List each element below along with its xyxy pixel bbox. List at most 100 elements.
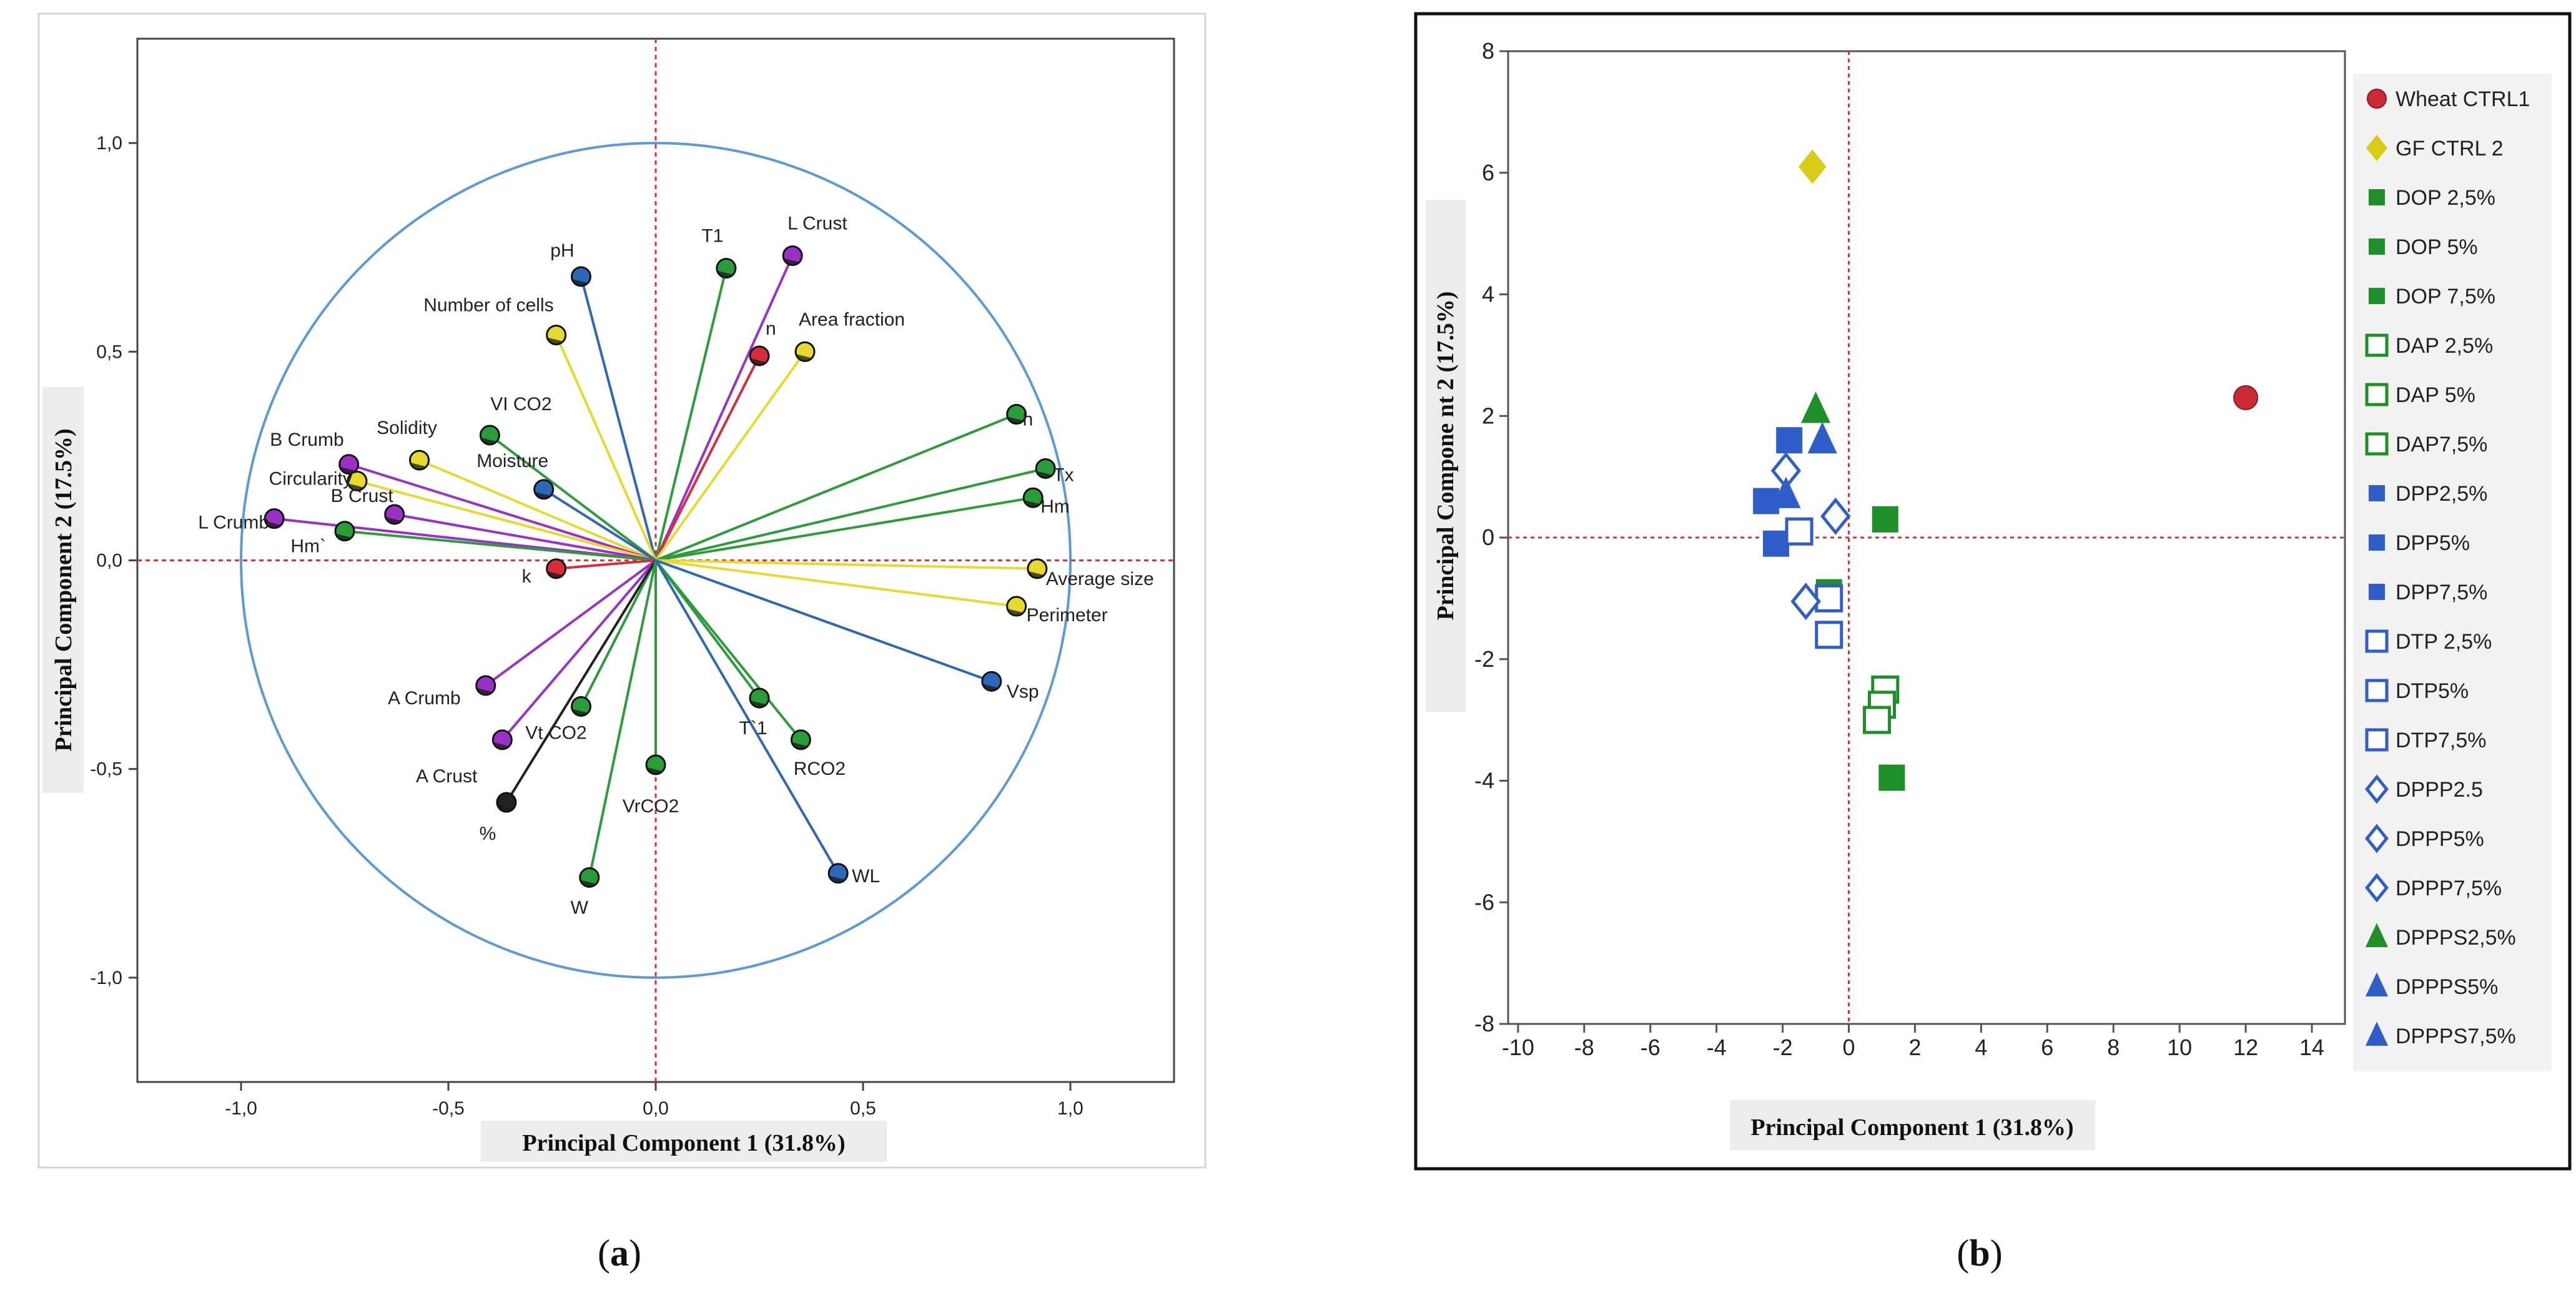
score-point-dtp-2-5	[1785, 517, 1814, 546]
legend-label-dap-2-5: DAP 2,5%	[2396, 334, 2493, 358]
y-tick-label-b: 6	[1482, 160, 1494, 185]
loading-label-wl: WL	[852, 866, 880, 887]
loading-point-shade-solidity	[410, 463, 426, 470]
legend-marker-dppp2-5	[2365, 774, 2389, 804]
score-point-dap7-5	[1863, 706, 1892, 734]
loading-label-b-crumb: B Crumb	[270, 430, 343, 450]
score-point-dtp7-5	[1815, 621, 1843, 649]
score-point-dppp5	[1820, 497, 1851, 535]
loading-label-ph: pH	[550, 240, 574, 261]
legend-label-dap-5: DAP 5%	[2396, 383, 2475, 407]
score-point-dtp5	[1815, 584, 1843, 612]
loading-label-average-size: Average size	[1046, 569, 1154, 589]
x-axis-title-bg-a	[481, 1121, 887, 1162]
loading-line-average-size	[655, 559, 1037, 570]
loading-label-vt-co2: Vt CO2	[525, 722, 586, 743]
legend-label-dtp5: DTP5%	[2396, 679, 2469, 703]
score-point-dop-2-5	[1872, 506, 1898, 533]
caption-b-letter: b	[1969, 1232, 1990, 1274]
x-tick-label-b: 8	[2107, 1035, 2120, 1060]
x-tick-label-b: -10	[1502, 1035, 1534, 1060]
loading-line-hm	[655, 496, 1034, 562]
legend-label-dop-5: DOP 5%	[2396, 235, 2478, 259]
caption-b: (b)	[1957, 1232, 2002, 1274]
x-axis-title-b: Principal Component 1 (31.8%)	[1750, 1114, 2073, 1141]
y-axis-title-bg-a	[42, 387, 84, 793]
loading-label-n: n	[766, 318, 776, 339]
loading-line-w	[588, 560, 657, 878]
loading-label-hm: Hm`	[290, 536, 326, 557]
loading-point-shade-t-1	[751, 701, 766, 707]
loading-line-solidity	[418, 459, 656, 562]
loading-line-t1	[654, 268, 728, 561]
loading-line-hm	[344, 529, 656, 562]
legend-marker-dop-7-5	[2369, 288, 2385, 304]
loading-point-shade-a-crust	[493, 742, 509, 749]
legend-label-dppps2-5: DPPPS2,5%	[2396, 926, 2516, 950]
loading-label-tx: Tx	[1053, 465, 1073, 485]
legend-marker-dtp5	[2365, 679, 2389, 702]
loading-label-l-crumb: L Crumb	[198, 513, 269, 533]
legend-label-dap7-5: DAP7,5%	[2396, 433, 2487, 456]
loading-label-vrco2: VrCO2	[623, 796, 679, 817]
legend-label-dtp-2-5: DTP 2,5%	[2396, 630, 2492, 654]
score-point-dop-5	[1878, 764, 1905, 791]
loading-point-shade-circularity	[348, 483, 363, 491]
loading-line-h	[655, 413, 1017, 562]
x-tick-label-b: 4	[1975, 1035, 1987, 1060]
x-tick-label-b: -2	[1773, 1035, 1793, 1060]
caption-a: (a)	[598, 1232, 641, 1274]
score-point-dppp7-5	[1790, 583, 1821, 621]
caption-a-close: )	[629, 1232, 641, 1274]
loading-line-l-crust	[654, 255, 794, 561]
loading-point-shade-	[497, 805, 513, 812]
loading-lines	[274, 255, 1046, 878]
loading-line-a-crust	[501, 559, 657, 741]
legend-label-dpp7-5: DPP7,5%	[2396, 581, 2487, 604]
loading-point-shade-tx	[1037, 471, 1052, 478]
panel-a: -1,0 -0,5 0,0 0,5 1,0 -1,0 -0,5 0,0 0,5 1,0 Princi…	[37, 12, 1207, 1274]
caption-a-letter: a	[610, 1232, 629, 1274]
legend-marker-dppp7-5	[2365, 873, 2389, 903]
loading-point-shade-wl	[829, 875, 845, 883]
caption-b-open: (	[1957, 1232, 1969, 1274]
loading-point-shade-h	[1007, 416, 1023, 424]
legend-marker-dap7-5	[2365, 432, 2389, 456]
y-tick-label-b: 0	[1482, 524, 1494, 550]
loading-label-area-fraction: Area fraction	[799, 309, 905, 330]
loading-label-h: h	[1023, 410, 1034, 430]
x-tick-label-b: -8	[1574, 1035, 1594, 1060]
loading-label-number-of-cells: Number of cells	[423, 295, 553, 316]
legend-marker-dppps2-5	[2365, 923, 2389, 947]
legend-label-dppp5: DPPP5%	[2396, 827, 2484, 851]
loading-line-b-crumb	[348, 463, 656, 562]
panel-b: -10 -8 -6 -4 -2 0 2 4 6 8 10 12 14 -8 -6 -4 -2 0 2 4 6 8 Princ…	[1414, 12, 2572, 1274]
legend-label-gf-ctrl-2: GF CTRL 2	[2396, 137, 2504, 160]
x-axis-title-a: Principal Component 1 (31.8%)	[522, 1130, 845, 1156]
y-tick-label-a: 0,5	[96, 342, 122, 362]
loading-point-shade-perimeter	[1007, 609, 1023, 616]
legend-label-dpp5: DPP5%	[2396, 531, 2470, 555]
x-tick-label-b: 2	[1908, 1035, 1921, 1060]
legend-marker-gf-ctrl-2	[2366, 134, 2388, 162]
x-tick-label-b: 0	[1843, 1035, 1855, 1060]
loading-point-shade-vi-co2	[481, 437, 496, 445]
x-tick-label-a: 1,0	[1057, 1098, 1083, 1119]
legend-marker-dpp2-5	[2369, 485, 2385, 501]
loading-label-moisture: Moisture	[476, 451, 548, 471]
y-tick-label-b: -8	[1474, 1011, 1494, 1036]
legend-marker-dtp7-5	[2365, 728, 2389, 752]
score-point-dppps2-5	[1800, 391, 1831, 423]
loading-line-ph	[580, 276, 657, 561]
loading-point-shade-average-size	[1028, 571, 1044, 578]
y-tick-label-a: -1,0	[90, 968, 122, 988]
loading-points	[264, 245, 1056, 888]
loading-point-shade-vt-co2	[572, 709, 588, 716]
loading-label-t1: T1	[701, 226, 723, 247]
legend-marker-dap-5	[2365, 383, 2389, 406]
x-tick-label-b: 14	[2299, 1035, 2324, 1060]
loading-point-shade-moisture	[535, 491, 550, 499]
y-tick-label-b: 8	[1482, 38, 1494, 64]
loading-line-moisture	[543, 488, 657, 562]
